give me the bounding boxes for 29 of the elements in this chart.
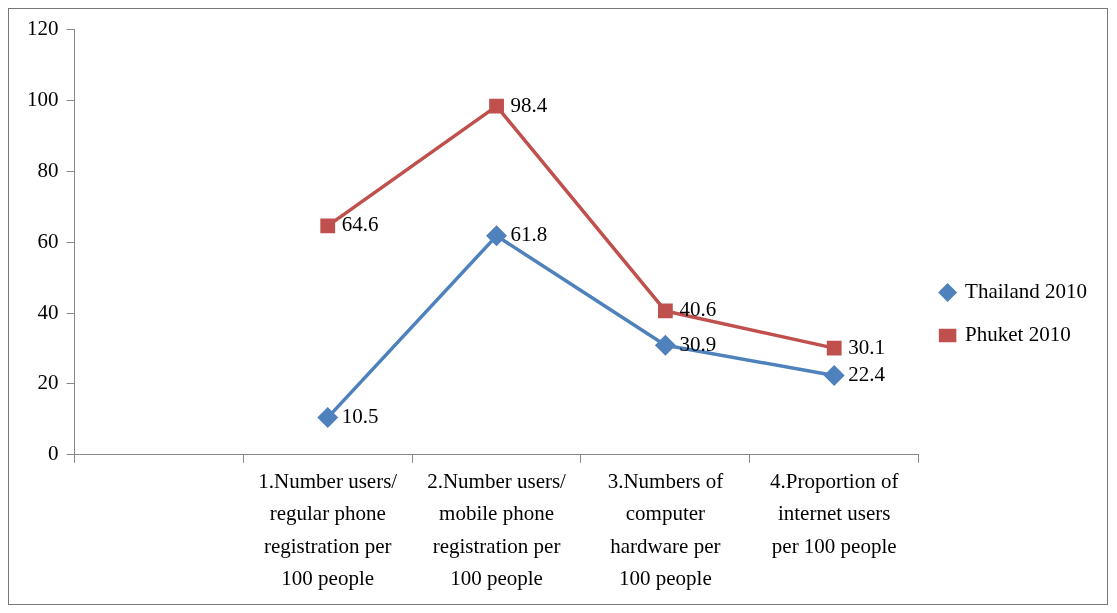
y-tick-label: 20 — [37, 370, 59, 395]
y-tick-label: 40 — [37, 299, 59, 324]
point — [320, 218, 336, 234]
x-tick-label: 2.Number users/ mobile phone registration per 100 people — [427, 468, 567, 591]
data-label: 30.1 — [848, 334, 885, 359]
y-tick-label: 80 — [37, 157, 59, 182]
legend-label: Phuket 2010 — [965, 322, 1071, 347]
y-tick-label: 0 — [48, 441, 59, 466]
data-label: 30.9 — [679, 331, 717, 356]
y-tick-label: 60 — [37, 228, 59, 253]
x-tick-label: 1.Number users/ regular phone registration per 100 people — [258, 468, 398, 591]
point — [657, 303, 673, 319]
data-label: 10.5 — [341, 404, 379, 429]
legend-label: Thailand 2010 — [965, 279, 1087, 304]
data-label: 40.6 — [679, 297, 717, 322]
y-tick-label: 100 — [27, 86, 59, 111]
point — [824, 365, 844, 386]
x-tick-label: 4.Proportion of internet users per 100 people — [770, 468, 899, 558]
data-label: 61.8 — [510, 222, 548, 247]
y-tick-label: 120 — [27, 16, 59, 41]
point — [486, 226, 507, 246]
data-label: 64.6 — [341, 212, 379, 237]
data-label: 98.4 — [510, 92, 548, 117]
point — [489, 98, 504, 114]
point — [317, 407, 338, 428]
point — [655, 335, 676, 356]
x-tick-label: 3.Numbers of computer hardware per 100 people — [607, 468, 724, 591]
data-label: 22.4 — [848, 361, 886, 386]
point — [826, 340, 842, 356]
